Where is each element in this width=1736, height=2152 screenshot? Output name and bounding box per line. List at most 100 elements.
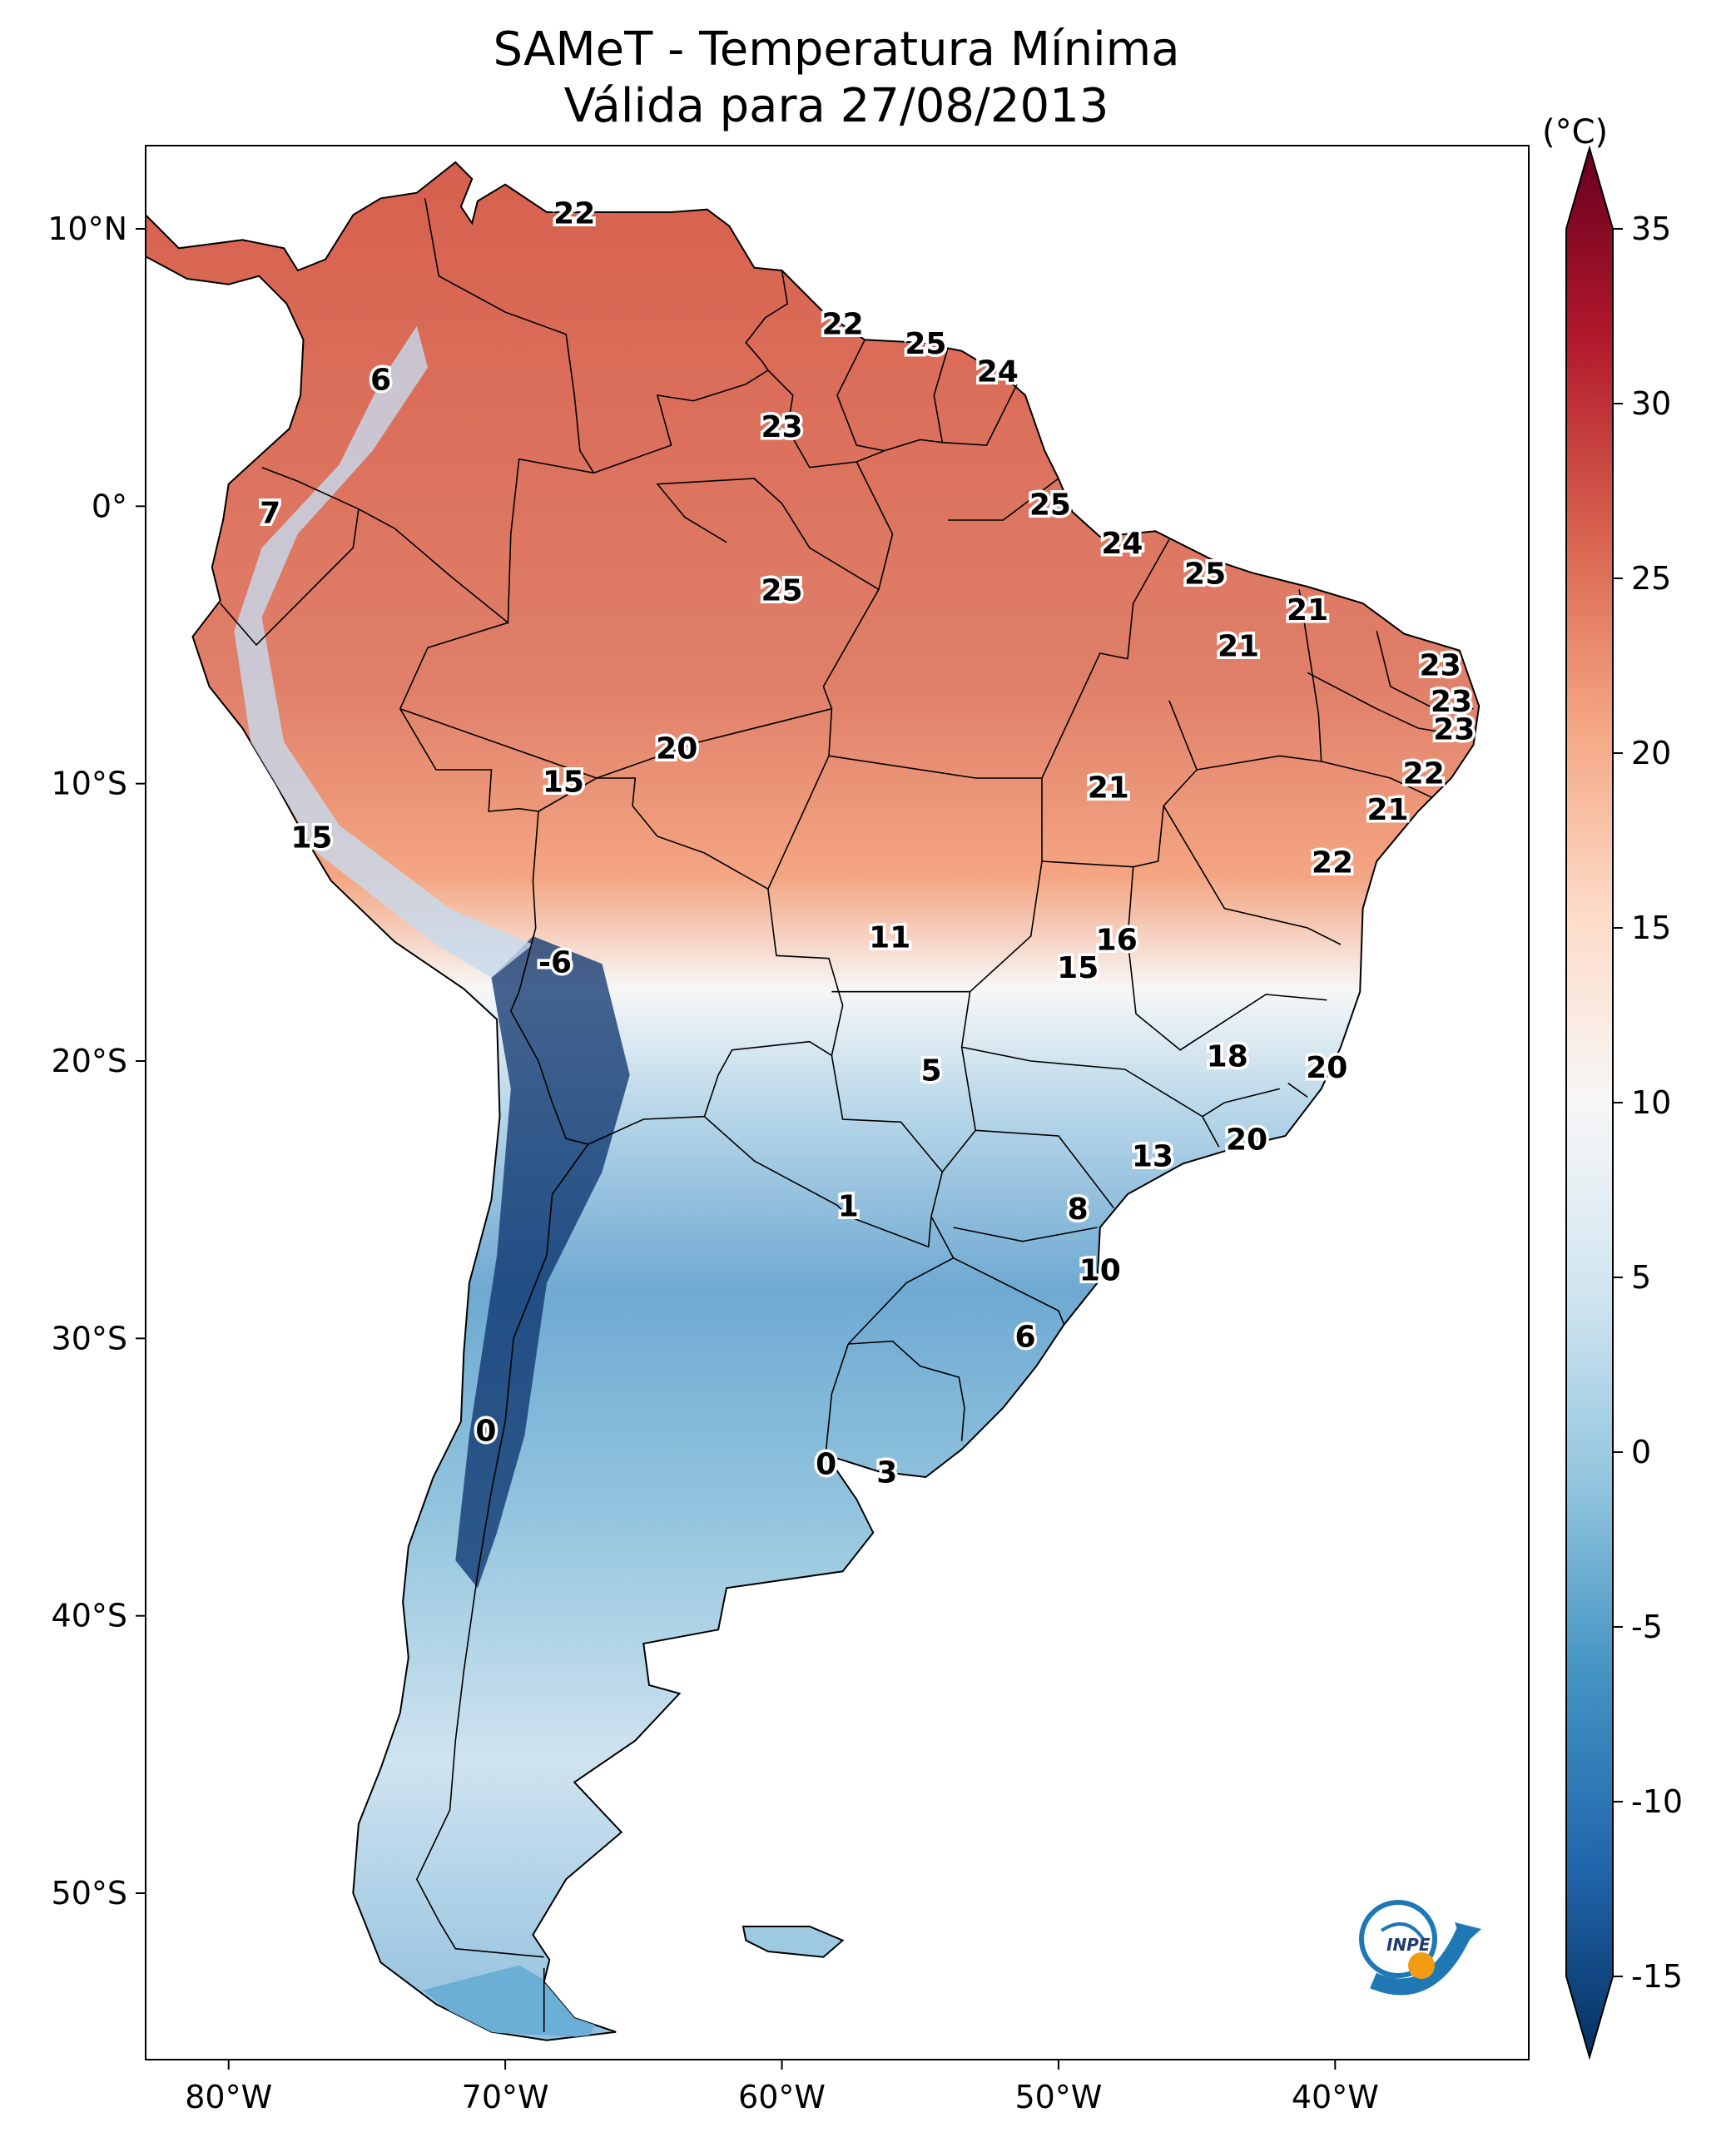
y-tick-label: 40°S — [52, 1598, 127, 1634]
y-tick-label: 50°S — [52, 1875, 127, 1912]
inpe-logo-icon: INPE — [1359, 1900, 1481, 1996]
border-line — [1376, 631, 1474, 710]
border-line — [953, 1227, 1098, 1242]
station-value-label: 20 — [1226, 1123, 1267, 1158]
station-value-label: 24 — [1101, 527, 1143, 561]
border-line — [948, 478, 1059, 521]
station-value-label: 13 — [1132, 1140, 1173, 1174]
temperature-overlays — [234, 325, 630, 2038]
border-line — [1321, 761, 1433, 799]
station-value-label: 21 — [1287, 593, 1328, 627]
border-line — [424, 198, 595, 474]
map-frame — [145, 145, 1530, 2060]
station-value-label: 0 — [475, 1415, 496, 1449]
station-value-label: 20 — [1306, 1051, 1347, 1085]
border-line — [933, 348, 1018, 446]
station-value-label: 21 — [1218, 629, 1259, 663]
border-line — [1287, 1083, 1308, 1098]
station-value-label: 23 — [761, 410, 802, 444]
colorbar-tick-label: 25 — [1631, 560, 1671, 597]
station-value-label: 23 — [1431, 685, 1472, 719]
station-value-label: 11 — [869, 920, 910, 955]
border-line — [975, 1129, 1115, 1209]
station-value-label: 21 — [1088, 771, 1129, 805]
station-value-label: 0 — [816, 1448, 836, 1482]
station-value-label: 22 — [822, 308, 864, 342]
station-value-label: 25 — [1029, 488, 1071, 522]
border-line — [848, 1340, 965, 1441]
y-tick-label: 0° — [92, 488, 127, 524]
x-tick-label: 70°W — [462, 2079, 549, 2115]
station-value-label: 20 — [656, 732, 697, 766]
station-value-label: 23 — [1420, 649, 1461, 683]
border-line — [1202, 1088, 1280, 1118]
station-value-label: 1 — [838, 1190, 859, 1224]
y-tick-label: 10°N — [47, 211, 127, 247]
colorbar-tick-label: -15 — [1631, 1958, 1683, 1995]
colorbar-tick-label: -10 — [1631, 1783, 1683, 1820]
colorbar: (°C) 35 30 25 20 15 10 5 0 -5 -10 -15 — [1542, 113, 1683, 2060]
border-line — [1041, 700, 1198, 868]
station-value-label: 24 — [977, 355, 1019, 389]
station-value-label: 25 — [1184, 558, 1226, 592]
y-tick-label: 30°S — [52, 1320, 127, 1356]
andes-cold-band — [455, 936, 630, 1589]
station-value-label: 10 — [1079, 1253, 1121, 1287]
x-tick-label: 80°W — [185, 2079, 272, 2115]
border-line — [1307, 672, 1469, 737]
border-line — [1163, 805, 1342, 945]
station-value-label: 25 — [761, 574, 802, 608]
x-tick-label: 50°W — [1014, 2079, 1102, 2115]
x-tick-label: 60°W — [738, 2079, 826, 2115]
station-value-label: 15 — [290, 821, 332, 855]
station-value-label: -6 — [538, 945, 572, 979]
border-line — [596, 707, 833, 779]
border-line — [847, 1216, 955, 1345]
border-line — [593, 369, 769, 474]
colorbar-ticks: 35 30 25 20 15 10 5 0 -5 -10 -15 — [1613, 211, 1683, 1995]
station-value-label: 22 — [553, 196, 595, 231]
station-value-label: 18 — [1207, 1040, 1248, 1074]
tierra-del-fuego — [422, 1965, 603, 2038]
station-value-label: 22 — [1403, 757, 1445, 791]
y-tick-label: 20°S — [52, 1043, 127, 1079]
colorbar-tick-label: 20 — [1631, 735, 1671, 771]
andes-north-cool-band — [234, 325, 533, 978]
station-value-label: 15 — [1057, 951, 1099, 985]
colorbar-tick-label: 30 — [1631, 385, 1671, 422]
border-line — [703, 1055, 944, 1248]
falkland-islands — [742, 1926, 845, 1958]
border-line — [399, 707, 598, 779]
border-line — [745, 270, 885, 469]
station-value-label: 25 — [905, 327, 946, 361]
colorbar-unit: (°C) — [1542, 113, 1608, 151]
map-title: SAMeT - Temperatura Mínima — [493, 22, 1180, 77]
map-subtitle: Válida para 27/08/2013 — [563, 79, 1109, 133]
station-value-label: 16 — [1096, 924, 1138, 958]
station-value-label: 22 — [1312, 845, 1353, 880]
longitude-ticks: 80°W 70°W 60°W 50°W 40°W — [185, 2060, 1379, 2115]
border-line — [261, 458, 594, 624]
colorbar-gradient — [1565, 145, 1614, 2060]
colorbar-tick-label: 0 — [1631, 1434, 1651, 1470]
colorbar-tick-label: 5 — [1631, 1259, 1651, 1296]
border-line — [415, 1143, 589, 1958]
station-value-label: 3 — [876, 1456, 897, 1490]
station-value-label: 23 — [1433, 712, 1475, 746]
border-line — [836, 339, 943, 452]
y-tick-label: 10°S — [52, 766, 127, 802]
colorbar-tick-label: 10 — [1631, 1084, 1671, 1121]
border-line — [1041, 538, 1170, 779]
station-value-label: 15 — [543, 766, 584, 800]
station-value-label: 6 — [1014, 1320, 1035, 1354]
station-value-label: 7 — [260, 496, 280, 530]
colorbar-tick-label: 35 — [1631, 211, 1671, 247]
station-value-label: 6 — [370, 363, 391, 397]
logo-text: INPE — [1386, 1935, 1431, 1955]
border-line — [220, 508, 360, 647]
border-line — [1127, 866, 1327, 1051]
station-value-label: 8 — [1068, 1193, 1089, 1227]
border-line — [825, 1343, 850, 1450]
